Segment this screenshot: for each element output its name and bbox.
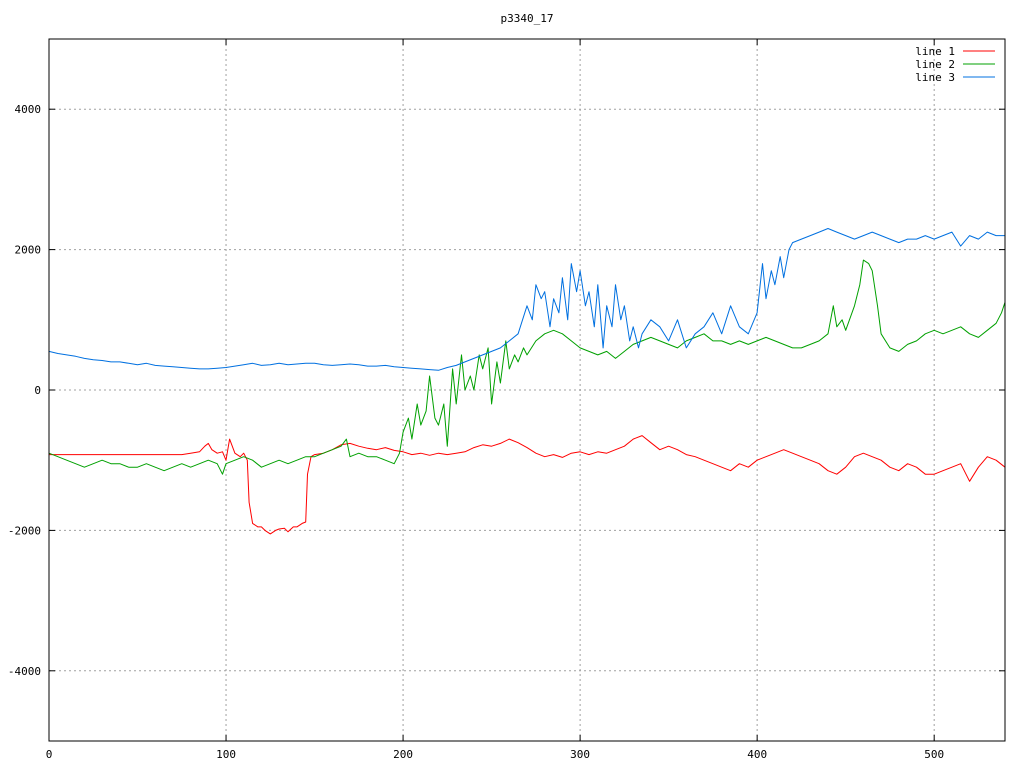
y-tick-label: -2000 [8, 524, 41, 537]
y-tick-label: -4000 [8, 665, 41, 678]
tick-layer: 0 100 200 300 400 500 -4000 -2000 0 2000 4000 [8, 39, 1005, 761]
y-tick-label: 0 [34, 384, 41, 397]
y-tick-label: 2000 [15, 244, 42, 257]
series-line-2 [48, 259, 1006, 475]
legend-label: line 2 [915, 58, 955, 71]
x-tick-label: 200 [393, 748, 413, 761]
legend-label: line 3 [915, 71, 955, 84]
x-tick-label: 0 [46, 748, 53, 761]
plot-frame [48, 38, 1006, 742]
chart-title: p3340_17 [501, 12, 554, 25]
x-tick-label: 500 [924, 748, 944, 761]
legend-label: line 1 [915, 45, 955, 58]
series-line-1 [49, 435, 1006, 535]
x-tick-label: 400 [747, 748, 767, 761]
series-layer [48, 228, 1006, 535]
x-tick-label: 300 [570, 748, 590, 761]
grid-layer [49, 39, 1005, 741]
x-tick-label: 100 [216, 748, 236, 761]
y-tick-label: 4000 [15, 103, 42, 116]
series-line-3 [48, 228, 1005, 371]
